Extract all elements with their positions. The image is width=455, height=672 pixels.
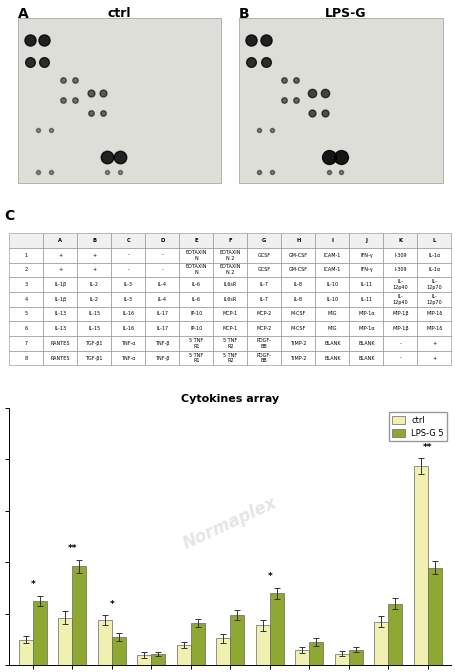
Bar [230,615,243,665]
Bar [18,17,221,183]
Bar [190,623,204,665]
Text: *: * [109,599,114,609]
Bar [427,568,440,665]
Bar [308,642,323,665]
Legend: ctrl, LPS-G 5: ctrl, LPS-G 5 [388,412,446,442]
Text: Normaplex: Normaplex [180,494,279,554]
Bar [348,650,362,665]
Bar [111,637,125,665]
Text: *: * [267,572,272,581]
Bar [255,626,269,665]
Title: Cytokines array: Cytokines array [181,394,279,405]
Text: *: * [30,581,35,589]
Bar [33,601,46,665]
Bar [413,466,427,665]
Bar [19,640,33,665]
Text: ctrl: ctrl [108,7,131,19]
Bar [374,622,387,665]
Text: C: C [5,209,15,223]
Bar [295,650,308,665]
Text: B: B [238,7,249,21]
Bar [137,655,151,665]
Bar [151,654,165,665]
Text: **: ** [67,544,77,553]
Bar [216,638,230,665]
Bar [269,593,283,665]
Bar [72,566,86,665]
Bar [177,644,190,665]
Bar [58,618,72,665]
Bar [387,603,401,665]
Text: LPS-G: LPS-G [324,7,365,19]
Text: **: ** [422,443,431,452]
Bar [334,654,348,665]
Bar [98,620,111,665]
Bar [238,17,442,183]
Text: A: A [18,7,29,21]
